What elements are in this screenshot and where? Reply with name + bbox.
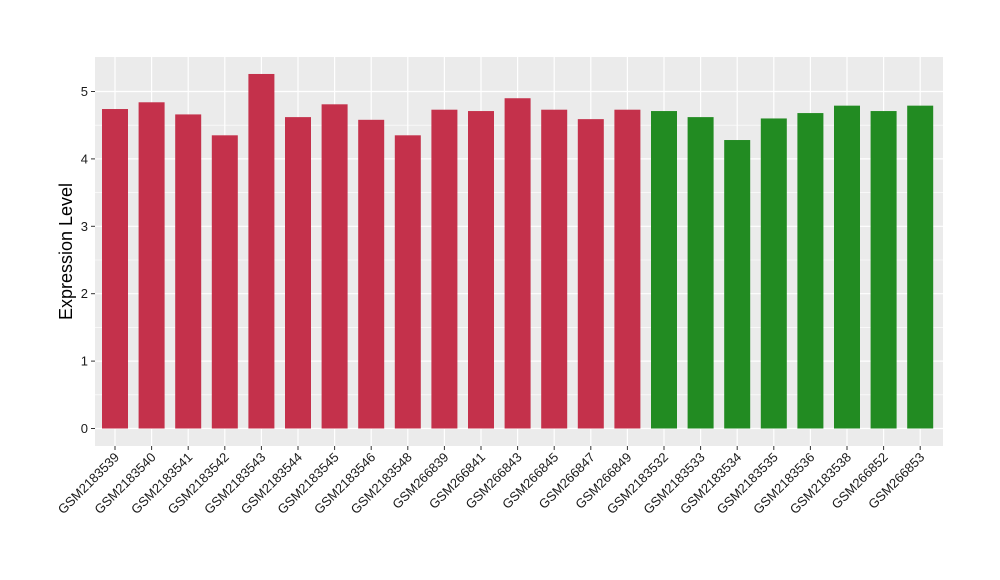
bar-GSM266845: [541, 109, 568, 429]
bar-GSM2183546: [358, 119, 385, 429]
y-tick-label: 3: [81, 219, 88, 234]
bars: [102, 73, 934, 429]
bar-GSM266847: [577, 119, 604, 429]
y-tick-label: 1: [81, 354, 88, 369]
bar-GSM2183533: [687, 117, 714, 429]
y-tick-label: 4: [81, 151, 88, 166]
bar-GSM2183544: [285, 117, 311, 429]
bar-GSM2183540: [138, 102, 165, 429]
bar-GSM2183548: [394, 135, 421, 429]
bar-GSM2183541: [175, 114, 202, 429]
y-axis-title: Expression Level: [56, 183, 76, 320]
bar-GSM2183536: [797, 113, 824, 429]
y-tick-label: 5: [81, 84, 88, 99]
y-tick-label: 0: [81, 421, 88, 436]
bar-GSM2183534: [724, 140, 751, 429]
bar-GSM2183535: [760, 118, 787, 429]
bar-GSM2183545: [321, 104, 348, 429]
bar-GSM266849: [614, 109, 641, 429]
bar-GSM266853: [907, 105, 934, 429]
bar-GSM2183538: [834, 105, 860, 429]
bar-GSM266839: [431, 109, 458, 429]
bar-GSM2183532: [651, 111, 677, 429]
bar-GSM2183539: [102, 109, 128, 429]
bar-GSM2183543: [248, 73, 275, 429]
bar-GSM266852: [870, 111, 897, 429]
y-tick-label: 2: [81, 286, 88, 301]
bar-GSM266841: [468, 111, 494, 429]
bar-GSM266843: [504, 98, 531, 429]
bar-GSM2183542: [211, 135, 238, 429]
x-axis: GSM2183539GSM2183540GSM2183541GSM2183542…: [55, 446, 927, 517]
y-axis: 0 1 2 3 4 5: [81, 84, 95, 436]
